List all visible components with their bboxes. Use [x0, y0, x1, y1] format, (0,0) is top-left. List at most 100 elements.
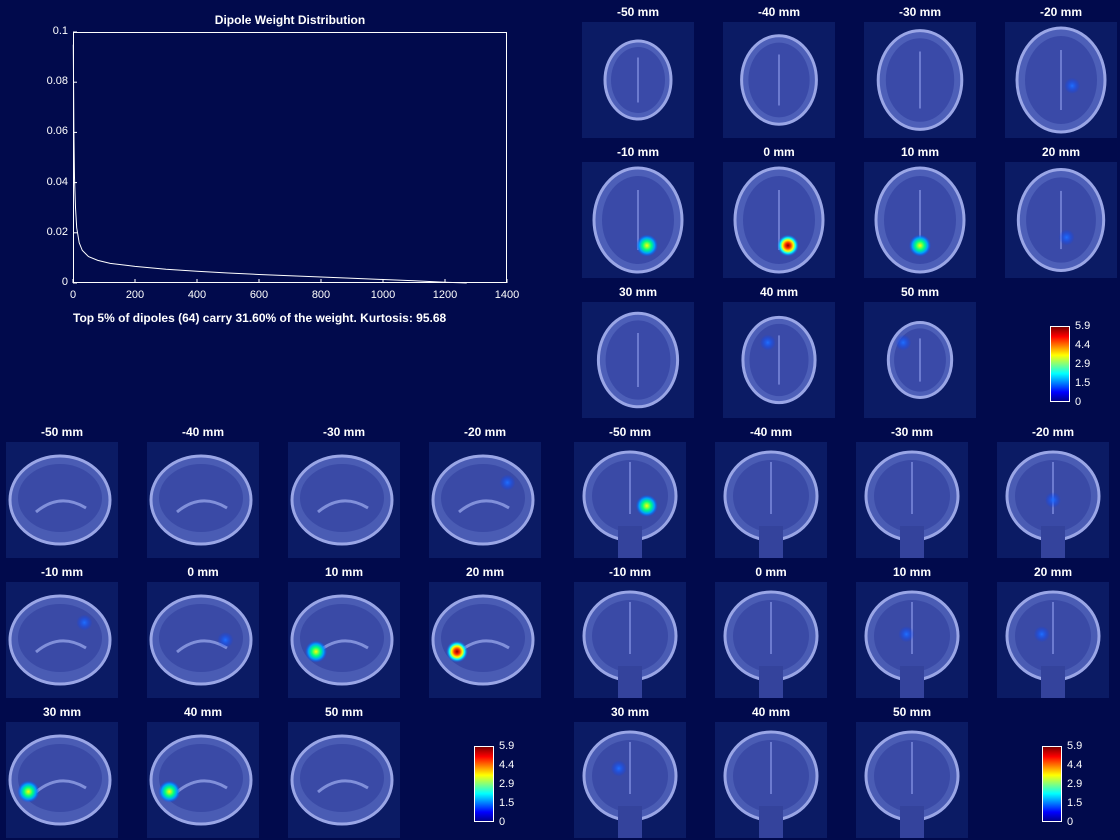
sagittal-slice-panel	[147, 442, 259, 558]
sagittal-brain-image	[149, 454, 253, 546]
axial-slice-title: 0 mm	[763, 145, 795, 159]
axial-slice-title: 20 mm	[1041, 145, 1081, 159]
y-tick-label: 0.08	[46, 75, 68, 88]
axial-slice-panel	[1005, 162, 1117, 278]
coronal-colorbar	[1042, 746, 1062, 822]
x-tick-label: 1000	[370, 289, 396, 301]
coronal-brain-image	[723, 450, 819, 558]
coronal-slice-panel	[715, 582, 827, 698]
sagittal-slice-panel	[6, 722, 118, 838]
axial-colorbar-tick: 2.9	[1075, 358, 1091, 370]
axial-slice-panel	[582, 302, 694, 418]
axial-colorbar	[1050, 326, 1070, 402]
axial-slice-panel	[864, 162, 976, 278]
sagittal-slice-title: -50 mm	[40, 425, 84, 439]
sagittal-colorbar	[474, 746, 494, 822]
sagittal-brain-image	[149, 734, 253, 826]
coronal-brain-image	[582, 590, 678, 698]
coronal-slice-panel	[574, 722, 686, 838]
sagittal-slice-panel	[288, 722, 400, 838]
axial-colorbar-tick: 4.4	[1075, 339, 1091, 351]
x-tick-label: 200	[125, 289, 145, 301]
axial-colorbar-tick: 1.5	[1075, 377, 1091, 389]
coronal-brain-image	[864, 590, 960, 698]
sagittal-slice-title: 40 mm	[183, 705, 223, 719]
sagittal-brain-image	[290, 594, 394, 686]
coronal-slice-title: -20 mm	[1031, 425, 1075, 439]
coronal-slice-title: 10 mm	[892, 565, 932, 579]
coronal-slice-panel	[856, 442, 968, 558]
coronal-slice-panel	[574, 442, 686, 558]
coronal-slice-panel	[715, 722, 827, 838]
coronal-brain-image	[864, 730, 960, 838]
sagittal-brain-image	[290, 454, 394, 546]
axial-slice-title: -40 mm	[757, 5, 801, 19]
sagittal-brain-image	[290, 734, 394, 826]
sagittal-colorbar-tick: 4.4	[499, 759, 515, 771]
sagittal-slice-panel	[6, 442, 118, 558]
x-tick-label: 800	[311, 289, 331, 301]
axial-slice-title: -50 mm	[616, 5, 660, 19]
sagittal-colorbar-tick: 5.9	[499, 740, 515, 752]
axial-brain-image	[1015, 26, 1107, 134]
axial-slice-title: -20 mm	[1039, 5, 1083, 19]
y-tick-label: 0.02	[46, 225, 68, 238]
coronal-slice-title: -10 mm	[608, 565, 652, 579]
axial-colorbar-tick: 5.9	[1075, 320, 1091, 332]
x-tick-label: 1200	[432, 289, 458, 301]
coronal-colorbar-tick: 0	[1067, 816, 1074, 828]
sagittal-brain-image	[8, 594, 112, 686]
axial-brain-image	[1016, 168, 1106, 272]
sagittal-brain-image	[8, 454, 112, 546]
coronal-brain-image	[582, 730, 678, 838]
axial-slice-panel	[864, 22, 976, 138]
axial-brain-image	[741, 315, 817, 405]
sagittal-slice-title: -20 mm	[463, 425, 507, 439]
sagittal-brain-image	[431, 454, 535, 546]
sagittal-brain-image	[8, 734, 112, 826]
x-tick-label: 0	[69, 289, 77, 301]
coronal-brain-image	[1005, 450, 1101, 558]
coronal-slice-title: 30 mm	[610, 705, 650, 719]
coronal-brain-image	[1005, 590, 1101, 698]
sagittal-slice-panel	[147, 582, 259, 698]
sagittal-slice-title: -40 mm	[181, 425, 225, 439]
coronal-colorbar-tick: 5.9	[1067, 740, 1083, 752]
coronal-slice-title: 40 mm	[751, 705, 791, 719]
axial-brain-image	[874, 166, 966, 274]
axial-slice-panel	[723, 22, 835, 138]
summary-text: Top 5% of dipoles (64) carry 31.60% of t…	[73, 311, 447, 325]
coronal-slice-panel	[856, 582, 968, 698]
sagittal-slice-panel	[147, 722, 259, 838]
sagittal-slice-panel	[288, 442, 400, 558]
coronal-colorbar-tick: 1.5	[1067, 797, 1083, 809]
sagittal-slice-panel	[429, 582, 541, 698]
axial-colorbar-tick: 0	[1075, 396, 1082, 408]
coronal-brain-image	[582, 450, 678, 558]
axial-slice-title: -10 mm	[616, 145, 660, 159]
coronal-slice-title: -50 mm	[608, 425, 652, 439]
axial-slice-title: -30 mm	[898, 5, 942, 19]
axial-slice-panel	[1005, 22, 1117, 138]
axial-slice-title: 10 mm	[900, 145, 940, 159]
sagittal-slice-title: 30 mm	[42, 705, 82, 719]
chart-svg	[72, 31, 508, 284]
y-tick-label: 0.04	[46, 175, 68, 188]
coronal-slice-panel	[997, 442, 1109, 558]
coronal-slice-panel	[715, 442, 827, 558]
coronal-brain-image	[723, 730, 819, 838]
axial-brain-image	[740, 34, 818, 126]
y-tick-label: 0.1	[52, 25, 68, 37]
sagittal-slice-title: -10 mm	[40, 565, 84, 579]
coronal-slice-panel	[997, 582, 1109, 698]
sagittal-brain-image	[431, 594, 535, 686]
sagittal-brain-image	[149, 594, 253, 686]
axial-slice-title: 30 mm	[618, 285, 658, 299]
axial-slice-title: 50 mm	[900, 285, 940, 299]
chart-plot-area	[73, 32, 507, 283]
axial-brain-image	[886, 321, 954, 399]
coronal-slice-panel	[574, 582, 686, 698]
sagittal-slice-title: 0 mm	[187, 565, 219, 579]
sagittal-slice-title: 20 mm	[465, 565, 505, 579]
coronal-slice-title: -30 mm	[890, 425, 934, 439]
